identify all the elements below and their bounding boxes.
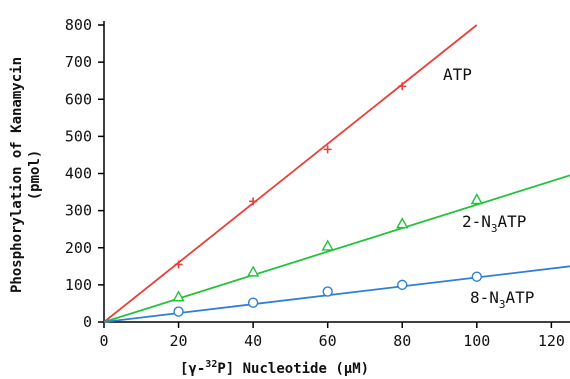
series-label: 8-N3ATP bbox=[470, 288, 534, 311]
y-tick-label: 100 bbox=[65, 276, 92, 294]
data-point bbox=[470, 193, 483, 205]
x-tick-label: 20 bbox=[170, 332, 188, 350]
x-tick-label: 120 bbox=[538, 332, 565, 350]
y-tick-label: 0 bbox=[83, 313, 92, 331]
fit-line-0 bbox=[103, 24, 478, 323]
y-tick-label: 600 bbox=[65, 90, 92, 108]
series-label: 2-N3ATP bbox=[462, 212, 526, 235]
y-tick-label: 700 bbox=[65, 53, 92, 71]
y-tick-label: 800 bbox=[65, 16, 92, 34]
y-tick-label: 300 bbox=[65, 202, 92, 220]
data-point bbox=[174, 260, 183, 269]
data-point bbox=[398, 82, 407, 91]
data-point bbox=[397, 279, 408, 291]
series-label: ATP bbox=[443, 65, 472, 84]
x-tick-label: 60 bbox=[319, 332, 337, 350]
data-point bbox=[322, 286, 333, 297]
x-tick-label: 40 bbox=[244, 332, 262, 350]
data-point bbox=[173, 306, 184, 317]
x-tick-label: 0 bbox=[99, 332, 108, 350]
y-axis-unit: (pmol) bbox=[27, 150, 43, 201]
x-tick-label: 100 bbox=[463, 332, 490, 350]
x-axis-title: [γ-32P] Nucleotide (μM) bbox=[180, 359, 369, 377]
data-point bbox=[249, 197, 258, 206]
x-tick-label: 80 bbox=[393, 332, 411, 350]
data-point bbox=[323, 145, 332, 154]
data-point bbox=[396, 217, 409, 229]
y-tick-label: 200 bbox=[65, 239, 92, 257]
data-point bbox=[247, 297, 259, 308]
data-point bbox=[172, 290, 185, 302]
data-point bbox=[246, 265, 260, 277]
series-labels: ATP 2-N3ATP 8-N3ATP bbox=[443, 65, 534, 311]
data-point bbox=[471, 271, 482, 282]
fit-lines bbox=[103, 24, 570, 323]
data-markers bbox=[172, 82, 483, 317]
y-axis-title: Phosphorylation of Kanamycin bbox=[9, 57, 25, 293]
data-point bbox=[321, 239, 334, 251]
axes: 0 100 200 300 400 500 600 700 800 0 20 40 60 80 100 120 bbox=[65, 16, 570, 350]
y-tick-label: 500 bbox=[65, 127, 92, 145]
y-tick-label: 400 bbox=[65, 165, 92, 183]
